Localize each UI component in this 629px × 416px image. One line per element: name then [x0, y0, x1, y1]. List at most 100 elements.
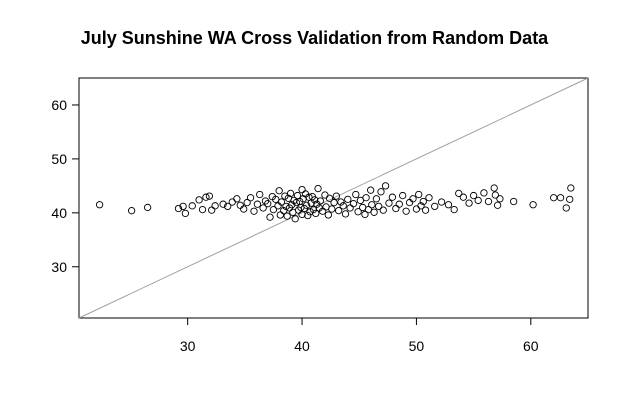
data-point [496, 195, 504, 203]
data-point [431, 202, 439, 211]
data-point [236, 201, 244, 209]
data-point [392, 204, 400, 213]
data-point [246, 194, 255, 202]
data-point [377, 188, 385, 196]
data-point [344, 195, 352, 203]
data-point [352, 190, 360, 199]
data-point [274, 202, 282, 210]
data-point [250, 207, 258, 215]
x-tick-label: 40 [294, 338, 310, 354]
data-point [567, 184, 575, 192]
data-point [310, 196, 319, 204]
data-point [368, 201, 376, 209]
data-point [566, 195, 574, 203]
data-point [490, 184, 498, 192]
data-point [275, 187, 283, 195]
data-point [240, 205, 248, 213]
data-point [465, 199, 473, 207]
data-point [367, 186, 375, 194]
x-tick-label: 30 [180, 338, 196, 354]
data-point [370, 208, 378, 216]
data-point [188, 202, 196, 210]
data-point [556, 194, 565, 202]
data-point [341, 210, 350, 218]
data-point [419, 197, 427, 206]
data-point [364, 205, 373, 214]
data-point [288, 201, 296, 209]
data-point [198, 205, 207, 214]
data-point [304, 211, 312, 220]
data-point [375, 202, 383, 211]
data-point [330, 198, 338, 207]
data-point [243, 198, 251, 207]
data-point [402, 207, 410, 215]
data-point [372, 195, 381, 203]
data-point [143, 203, 152, 212]
data-point [381, 182, 390, 190]
data-point [321, 191, 329, 199]
data-point [181, 209, 190, 218]
data-point [256, 190, 264, 199]
data-point [484, 197, 493, 206]
data-point [324, 211, 333, 219]
data-point [362, 194, 370, 202]
data-point [312, 209, 320, 218]
data-point [332, 192, 341, 200]
data-point [356, 196, 365, 205]
data-point [224, 202, 232, 211]
data-point [314, 184, 322, 193]
data-point [469, 191, 478, 200]
plot-frame [78, 77, 589, 319]
data-point [228, 198, 236, 206]
data-point [339, 202, 347, 210]
data-point [491, 191, 500, 199]
data-point [379, 206, 387, 214]
data-point [290, 196, 298, 205]
data-point [405, 198, 414, 207]
data-point [328, 205, 336, 213]
data-point [202, 193, 210, 201]
data-point [283, 212, 291, 220]
data-point [325, 194, 334, 202]
data-point [280, 207, 288, 215]
data-point [417, 202, 425, 210]
data-point [269, 205, 278, 214]
data-point [459, 193, 467, 201]
data-point [421, 206, 430, 214]
data-point [455, 189, 463, 198]
data-point [302, 201, 311, 209]
data-point [334, 207, 343, 215]
data-point [385, 199, 393, 207]
data-point [174, 204, 183, 213]
data-point [562, 204, 570, 212]
data-point [264, 200, 272, 208]
data-point [409, 195, 417, 203]
data-point [474, 196, 482, 205]
data-point [291, 215, 299, 223]
data-point [529, 201, 537, 209]
data-point [179, 202, 187, 211]
data-point [361, 210, 369, 219]
data-point [425, 194, 433, 202]
x-tick-label: 50 [409, 338, 425, 354]
x-axis: 30 40 50 60 [180, 318, 539, 354]
data-point [493, 201, 502, 209]
data-point [292, 198, 300, 207]
y-tick-label: 50 [51, 151, 67, 167]
data-point [337, 198, 345, 206]
data-point [277, 198, 286, 206]
y-axis: 30 40 50 60 [51, 97, 79, 275]
data-point [259, 204, 267, 212]
data-point [444, 201, 453, 209]
data-point [349, 200, 358, 208]
data-point [195, 196, 203, 204]
data-point [219, 200, 227, 208]
data-point [266, 213, 274, 221]
data-point [395, 200, 403, 208]
chart-title: July Sunshine WA Cross Validation from R… [80, 28, 549, 48]
data-point [211, 202, 219, 210]
data-point [233, 195, 241, 203]
data-points [95, 182, 575, 223]
data-point [276, 211, 284, 219]
data-point [286, 189, 295, 198]
